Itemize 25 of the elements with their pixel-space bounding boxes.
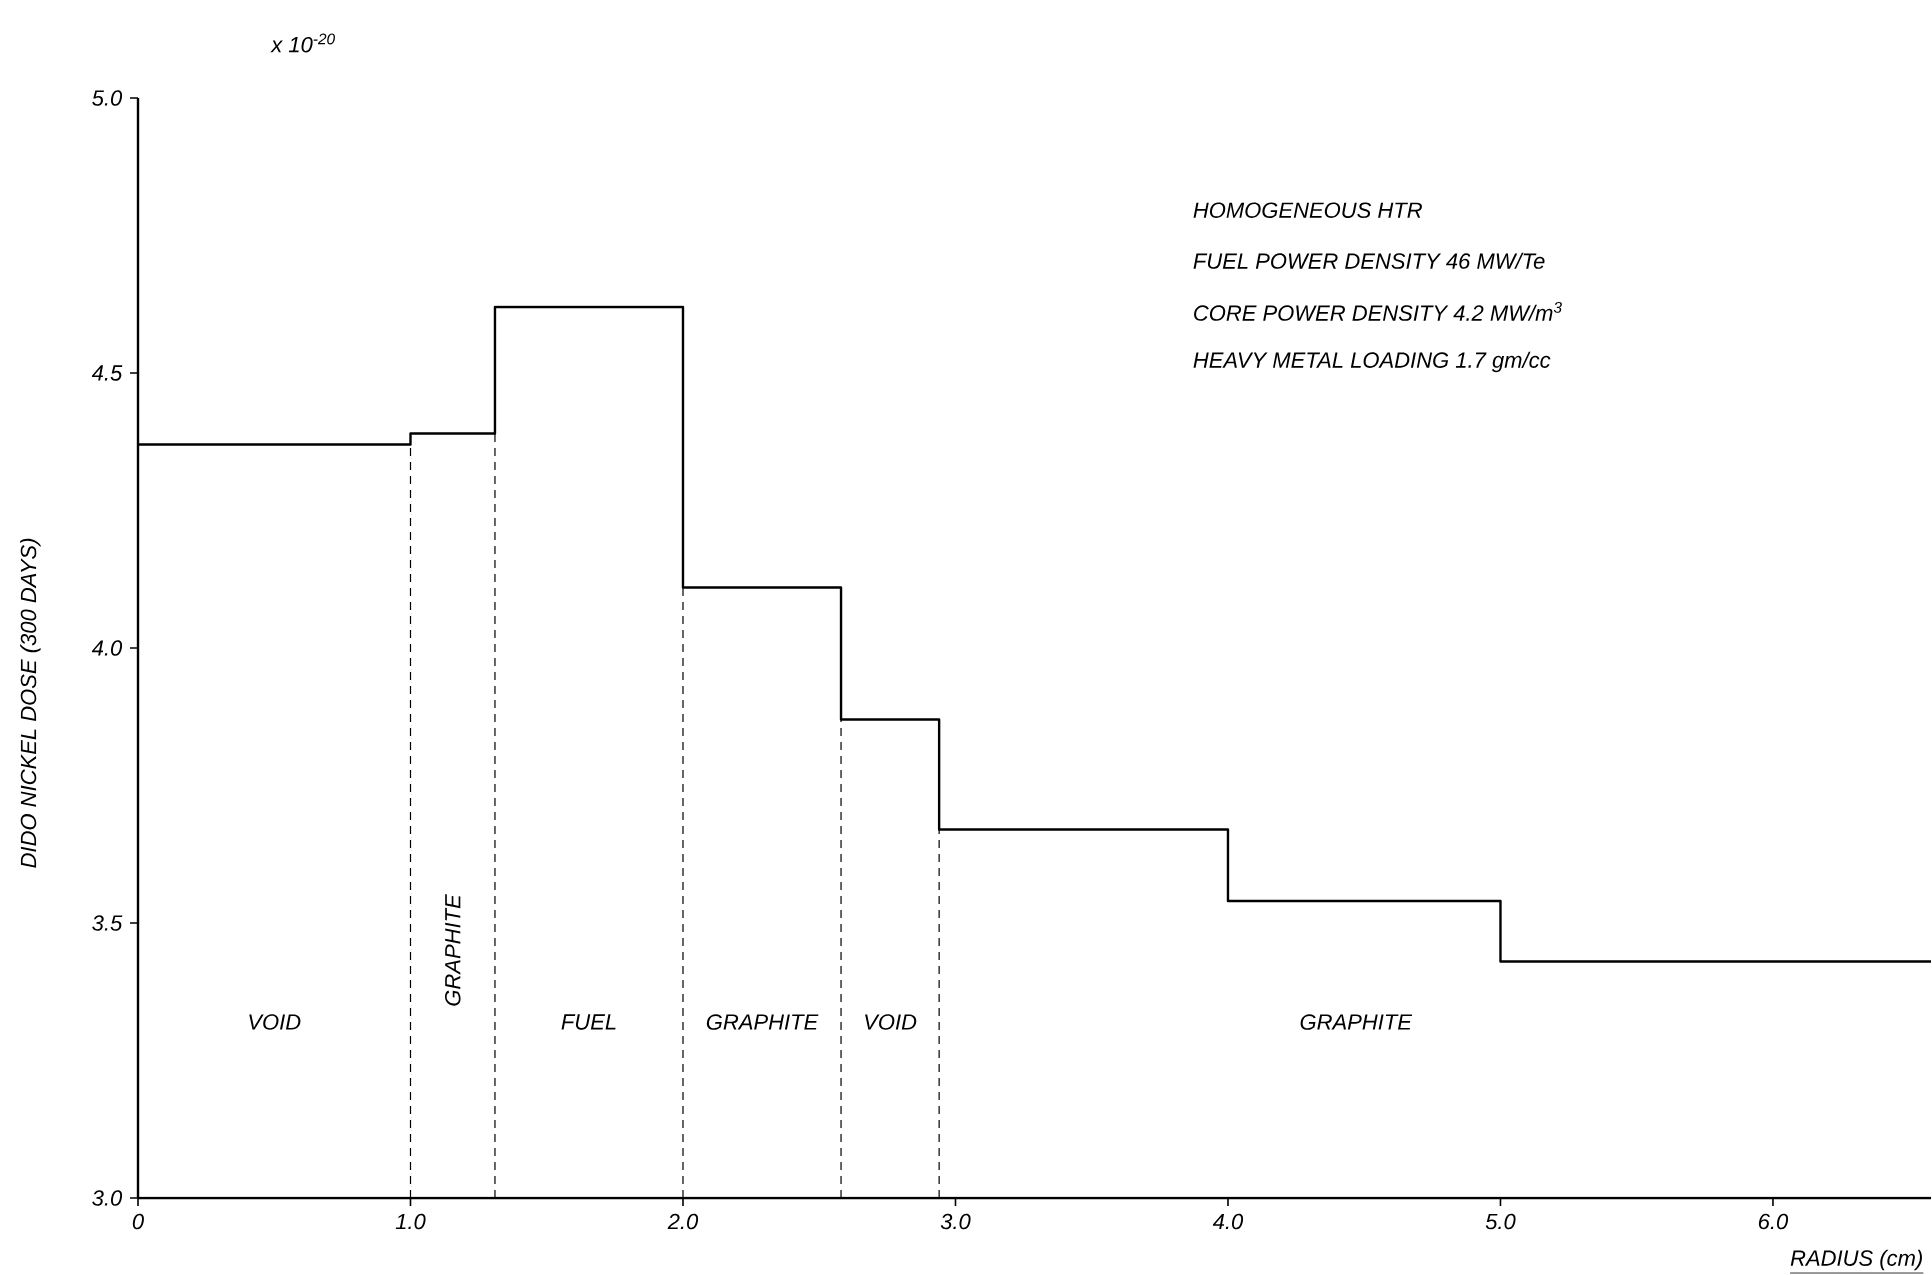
x-tick-label: 6.0 [1758,1213,1789,1230]
annotation: FUEL [561,1014,616,1030]
annotation: GRAPHITE [444,894,461,1006]
y-tick-label: 4.0 [91,640,123,656]
y-tick-label: 3.5 [92,915,123,931]
annotation: VOID [865,1014,917,1030]
x-axis-title: RADIUS (cm) [1790,1249,1922,1271]
annotation: HOMOGENEOUS HTR [1193,202,1422,218]
annotation: CORE POWER DENSITY 4.2 MW/m$^{3}$ [1194,301,1562,321]
y-tick-label: 3.0 [92,1190,123,1206]
annotation: HEAVY METAL LOADING 1.7 gm/cc [1193,351,1551,373]
text: x 10$^{-20}$ [270,33,335,53]
annotation: FUEL POWER DENSITY 46 MW/Te [1193,252,1545,269]
annotation: VOID [249,1014,301,1030]
y-axis-title: DIDO NICKEL DOSE (300 DAYS) [20,538,41,868]
x-tick-label: 2.0 [667,1213,699,1230]
x-tick-label: 3.0 [940,1213,971,1230]
y-tick-label: 4.5 [91,365,123,381]
x-tick-label: 0 [132,1213,144,1230]
annotation: GRAPHITE [1300,1014,1413,1030]
x-tick-label: 5.0 [1485,1213,1516,1230]
annotation: GRAPHITE [706,1014,819,1030]
y-tick-label: 5.0 [92,90,123,106]
x-tick-label: 4.0 [1212,1213,1244,1230]
x-tick-label: 1.0 [395,1213,426,1230]
